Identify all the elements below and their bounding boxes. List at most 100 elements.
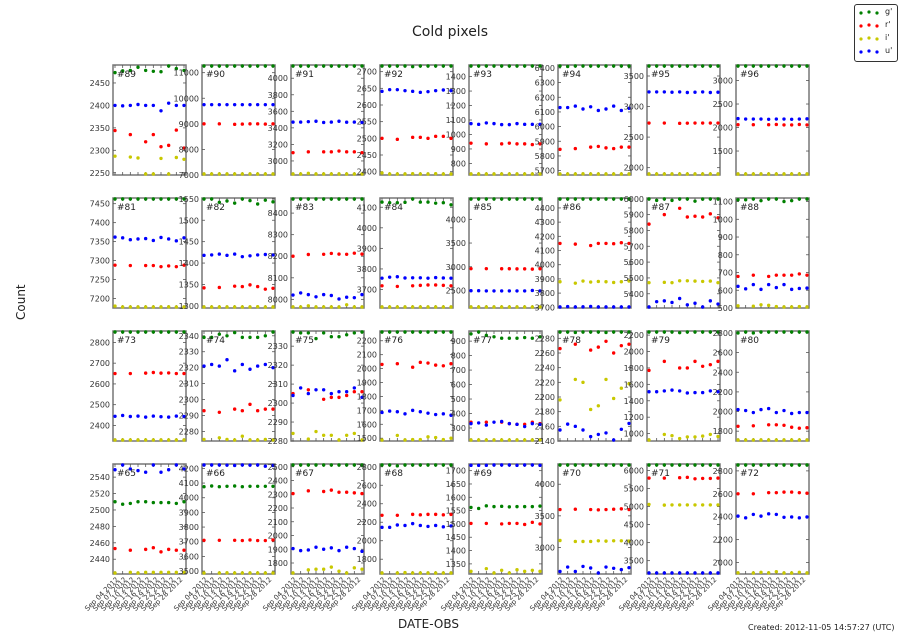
svg-text:1300: 1300 [446,87,466,96]
svg-text:900: 900 [718,233,733,242]
svg-text:2500: 2500 [90,401,110,410]
svg-text:7450: 7450 [90,200,110,209]
svg-text:3000: 3000 [713,77,733,86]
created-timestamp: Created: 2012-11-05 14:57:27 (UTC) [748,623,895,632]
svg-text:2280: 2280 [535,334,555,343]
svg-text:8000: 8000 [179,145,199,154]
svg-text:#78: #78 [562,336,581,346]
chart-title: Cold pixels [412,24,488,40]
svg-text:3500: 3500 [535,512,555,521]
svg-text:1700: 1700 [446,467,466,476]
svg-text:5000: 5000 [624,503,644,512]
legend: g' r' i' u' [854,4,898,62]
svg-text:1800: 1800 [357,555,377,564]
svg-text:6100: 6100 [535,108,555,117]
svg-text:8400: 8400 [268,209,288,218]
svg-text:7000: 7000 [179,171,199,180]
svg-text:1000: 1000 [446,130,466,139]
svg-text:1900: 1900 [357,379,377,388]
svg-text:#74: #74 [206,336,225,346]
svg-text:4500: 4500 [624,521,644,530]
svg-text:#73: #73 [117,336,136,346]
svg-text:3000: 3000 [535,543,555,552]
svg-text:2000: 2000 [357,537,377,546]
svg-text:11000: 11000 [174,69,199,78]
svg-text:2200: 2200 [535,393,555,402]
svg-text:2000: 2000 [713,124,733,133]
svg-text:1800: 1800 [357,392,377,401]
svg-text:2800: 2800 [713,467,733,476]
svg-text:3700: 3700 [179,538,199,547]
svg-text:5800: 5800 [624,226,644,235]
panel-87: 5400 5500 5600 5700 5800 5900 6000 #87 [624,195,721,309]
svg-text:2310: 2310 [179,380,199,389]
svg-text:1100: 1100 [713,198,733,207]
svg-text:#94: #94 [562,70,581,80]
panel-82: 1300 1350 1400 1450 1500 1550 #82 [179,195,276,311]
svg-text:2700: 2700 [90,359,110,368]
svg-text:1600: 1600 [446,493,466,502]
panel-78: 2140 2160 2180 2200 2220 2240 2260 2280 #78 [535,330,632,446]
svg-text:2400: 2400 [90,421,110,430]
svg-text:2240: 2240 [535,364,555,373]
svg-text:2500: 2500 [357,134,377,143]
svg-text:2000: 2000 [624,348,644,357]
svg-text:2290: 2290 [268,418,288,427]
svg-text:8300: 8300 [268,231,288,240]
svg-text:1550: 1550 [446,507,466,516]
svg-text:#95: #95 [651,70,670,80]
svg-text:2200: 2200 [268,504,288,513]
legend-marker-i-icon [859,36,879,41]
svg-text:2300: 2300 [268,490,288,499]
panel-90: 7000 8000 9000 10000 11000 #90 [174,64,276,180]
svg-text:900: 900 [451,337,466,346]
svg-text:3500: 3500 [179,567,199,576]
svg-text:6300: 6300 [535,79,555,88]
svg-text:8000: 8000 [268,295,288,304]
panel-91: 3000 3200 3400 3600 3800 4000 #91 [268,64,365,176]
svg-text:4000: 4000 [446,215,466,224]
svg-text:2550: 2550 [357,118,377,127]
svg-text:6400: 6400 [535,64,555,73]
svg-text:3900: 3900 [357,244,377,253]
svg-text:#84: #84 [384,203,403,213]
svg-text:2290: 2290 [179,411,199,420]
svg-text:700: 700 [718,269,733,278]
svg-text:1800: 1800 [268,559,288,568]
svg-text:#86: #86 [562,203,581,213]
panel-80: 1800 2000 2200 2400 2600 2800 #80 [713,329,810,442]
panel-96: 1500 2000 2500 3000 #96 [713,64,810,176]
svg-text:2650: 2650 [357,84,377,93]
svg-text:1550: 1550 [179,195,199,204]
svg-text:6000: 6000 [624,466,644,475]
svg-text:5400: 5400 [624,290,644,299]
panel-83: 8000 8100 8200 8300 8400 #83 [268,197,365,309]
svg-text:4200: 4200 [535,232,555,241]
svg-text:#87: #87 [651,203,670,213]
svg-text:4100: 4100 [357,203,377,212]
svg-text:2000: 2000 [713,408,733,417]
svg-text:2400: 2400 [713,513,733,522]
svg-text:1400: 1400 [446,547,466,556]
svg-text:2180: 2180 [535,408,555,417]
svg-text:#72: #72 [740,469,759,479]
svg-text:2500: 2500 [446,286,466,295]
panel-74: 2280 2290 2300 2310 2320 2330 2340 #74 [179,330,276,442]
svg-text:3700: 3700 [357,285,377,294]
svg-text:800: 800 [451,159,466,168]
svg-text:#91: #91 [295,70,314,80]
svg-text:2220: 2220 [535,378,555,387]
panel-79: 1000 1200 1400 1600 1800 2000 2200 #79 [624,330,721,442]
svg-text:3500: 3500 [624,557,644,566]
svg-text:2000: 2000 [624,164,644,173]
svg-text:2340: 2340 [179,332,199,341]
legend-item-r: r' [855,20,897,32]
svg-text:2000: 2000 [268,532,288,541]
svg-text:2280: 2280 [179,427,199,436]
panel-86: 3700 3800 3900 4000 4100 4200 4300 4400 #86 [535,197,632,312]
svg-text:6000: 6000 [624,195,644,204]
svg-text:4000: 4000 [535,480,555,489]
